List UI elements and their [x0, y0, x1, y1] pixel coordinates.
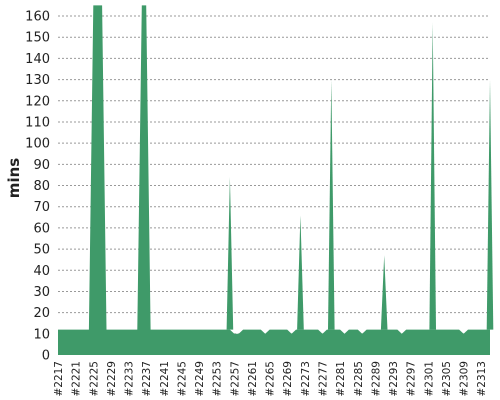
- x-tick-label: #2309: [459, 361, 471, 397]
- spike-2291: [380, 255, 388, 330]
- y-tick-label: 40: [33, 264, 50, 279]
- x-tick-label: #2249: [194, 361, 206, 397]
- x-tick-label: #2273: [300, 361, 312, 397]
- y-axis-ticks: 0 10 20 30 40 50 60 70 80 90 100 110 120 130 140 150 160: [25, 10, 50, 364]
- y-tick-label: 70: [33, 200, 50, 215]
- x-tick-label: #2261: [247, 361, 259, 397]
- x-tick-label: #2305: [441, 361, 453, 397]
- y-tick-label: 130: [25, 73, 50, 88]
- spike-2256: [226, 177, 234, 330]
- x-tick-label: #2313: [476, 361, 488, 397]
- x-tick-label: #2281: [335, 361, 347, 397]
- y-tick-label: 90: [33, 158, 50, 173]
- x-tick-label: #2301: [423, 361, 435, 397]
- x-tick-label: #2265: [265, 361, 277, 397]
- y-tick-label: 50: [33, 243, 50, 258]
- x-tick-label: #2217: [53, 361, 65, 397]
- series-area: [58, 5, 494, 356]
- x-tick-label: #2225: [88, 361, 100, 397]
- series-area-path: [58, 5, 490, 356]
- x-tick-label: #2233: [124, 361, 136, 397]
- spike-2272: [297, 215, 304, 330]
- y-axis-title: mins: [5, 158, 23, 198]
- x-tick-label: #2285: [353, 361, 365, 397]
- y-tick-label: 160: [25, 10, 50, 25]
- x-tick-label: #2293: [388, 361, 400, 397]
- x-axis-ticks: #2217 #2221 #2225 #2229 #2233 #2237 #2241 #2245…: [53, 361, 488, 397]
- x-tick-label: #2253: [212, 361, 224, 397]
- y-tick-label: 80: [33, 179, 50, 194]
- x-tick-label: #2241: [159, 361, 171, 397]
- x-tick-label: #2221: [71, 361, 83, 397]
- x-tick-label: #2245: [176, 361, 188, 397]
- y-tick-label: 140: [25, 52, 50, 67]
- y-tick-label: 100: [25, 137, 50, 152]
- x-tick-label: #2229: [106, 361, 118, 397]
- x-tick-label: #2257: [229, 361, 241, 397]
- x-tick-label: #2297: [406, 361, 418, 397]
- x-tick-label: #2269: [282, 361, 294, 397]
- y-tick-label: 20: [33, 306, 50, 321]
- y-tick-label: 110: [25, 115, 50, 130]
- y-tick-label: 0: [42, 349, 50, 364]
- y-tick-label: 30: [33, 285, 50, 300]
- x-tick-label: #2237: [141, 361, 153, 397]
- x-tick-label: #2289: [370, 361, 382, 397]
- spike-2315: [486, 79, 494, 330]
- y-tick-label: 10: [33, 327, 50, 342]
- y-tick-label: 150: [25, 31, 50, 46]
- spike-2302: [429, 22, 436, 330]
- gridlines: [58, 15, 490, 335]
- y-tick-label: 60: [33, 221, 50, 236]
- spike-2279: [328, 79, 335, 330]
- x-tick-label: #2277: [318, 361, 330, 397]
- y-tick-label: 120: [25, 94, 50, 109]
